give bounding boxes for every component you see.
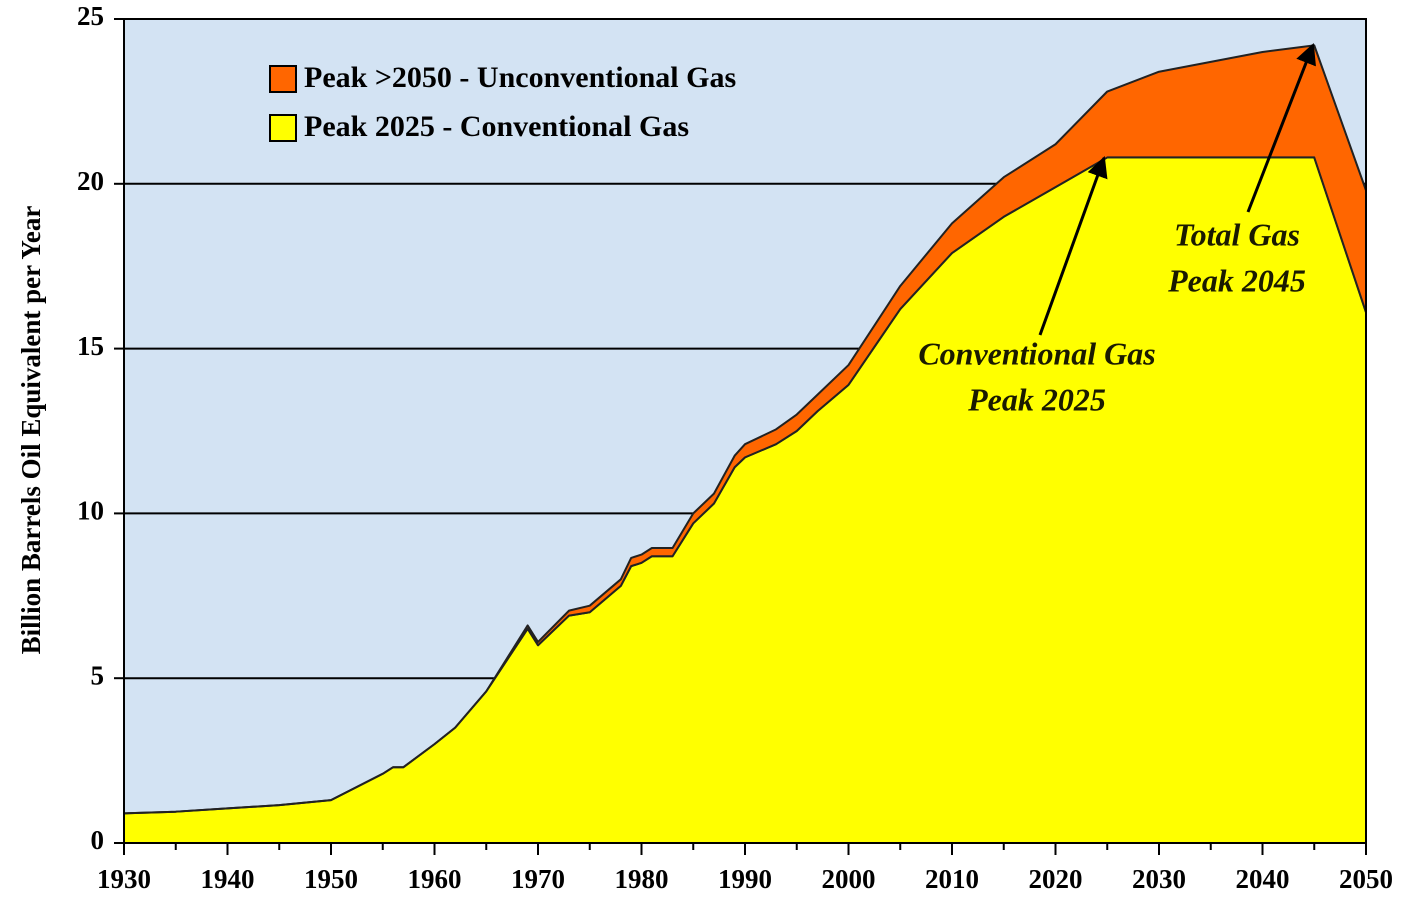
y-tick-label: 25: [77, 1, 104, 31]
legend-label: Peak 2025 - Conventional Gas: [304, 110, 689, 143]
x-tick-label: 1930: [97, 864, 151, 894]
annotation: Total Gas: [1174, 216, 1300, 252]
y-tick-label: 0: [91, 825, 105, 855]
x-tick-label: 1970: [511, 864, 565, 894]
y-tick-label: 20: [77, 166, 104, 196]
y-tick-label: 15: [77, 331, 104, 361]
y-tick-label: 5: [91, 660, 105, 690]
x-tick-label: 2040: [1236, 864, 1290, 894]
legend-swatch: [269, 114, 297, 142]
x-tick-label: 2020: [1029, 864, 1083, 894]
x-tick-label: 1940: [201, 864, 255, 894]
annotation: Conventional Gas: [918, 335, 1155, 371]
plot-frame: [123, 18, 1367, 844]
y-axis-label: Billion Barrels Oil Equivalent per Year: [16, 206, 46, 655]
x-tick-label: 2010: [925, 864, 979, 894]
annotation-arrow: [1246, 43, 1316, 213]
x-tick-label: 1960: [408, 864, 462, 894]
y-tick-label: 10: [77, 496, 104, 526]
annotation: Peak 2025: [967, 381, 1106, 417]
x-tick-label: 2050: [1339, 864, 1393, 894]
x-tick-label: 2030: [1132, 864, 1186, 894]
x-tick-label: 1950: [304, 864, 358, 894]
x-tick-label: 1990: [718, 864, 772, 894]
x-tick-label: 2000: [822, 864, 876, 894]
annotation-arrow: [1038, 156, 1108, 336]
legend-swatch: [269, 65, 297, 93]
legend-label: Peak >2050 - Unconventional Gas: [304, 61, 736, 94]
x-tick-label: 1980: [615, 864, 669, 894]
annotation: Peak 2045: [1167, 262, 1306, 298]
